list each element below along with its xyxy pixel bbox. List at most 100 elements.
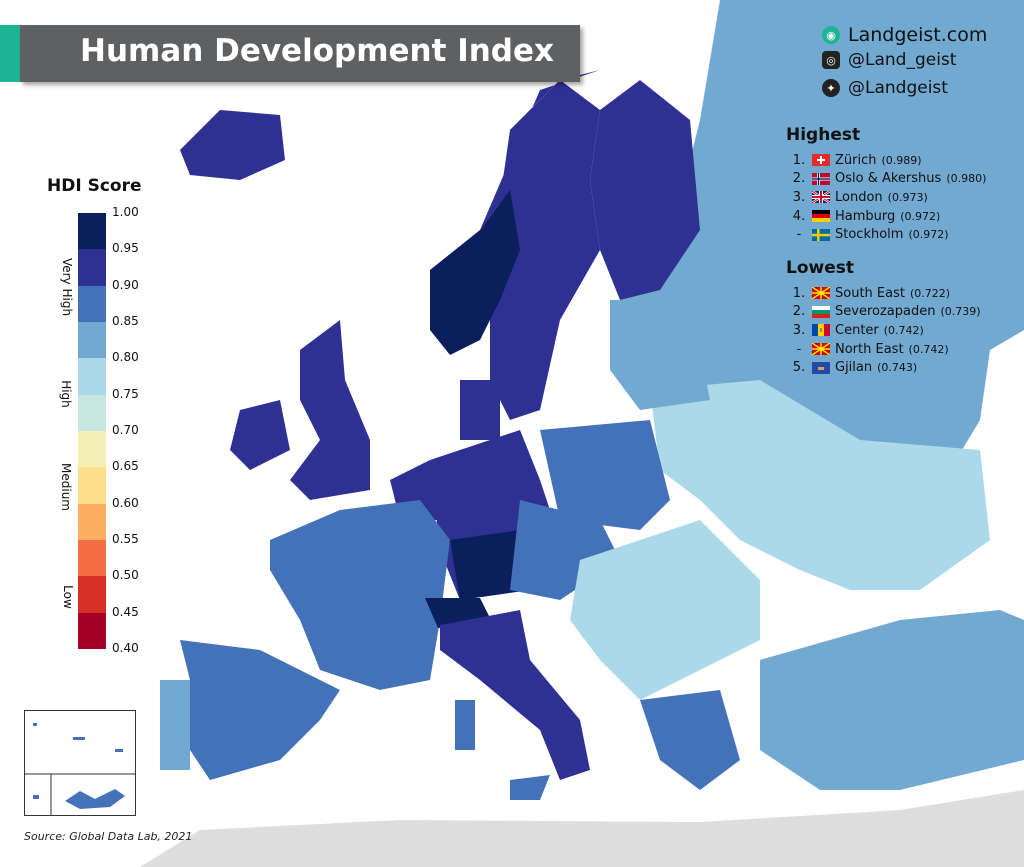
ranking-row: 4. Hamburg (0.972): [786, 207, 986, 226]
hdi-value: (0.972): [900, 209, 941, 223]
rank: 1.: [792, 285, 806, 301]
ranking-row: 2. Severozapaden (0.739): [786, 303, 981, 322]
band-high: High: [58, 380, 73, 408]
region-finland: [590, 80, 700, 300]
inset-map: [25, 723, 135, 815]
website-link[interactable]: ◉ Landgeist.com: [822, 24, 987, 46]
legend-swatch: [78, 503, 106, 540]
legend-color-bar: [78, 213, 106, 649]
legend-tick-label: 0.45: [112, 604, 139, 619]
region-spain: [180, 640, 340, 780]
title-banner: Human Development Index: [0, 25, 580, 82]
legend-tick-label: 0.95: [112, 241, 139, 256]
band-very-high: Very High: [60, 257, 75, 317]
highest-list: Highest 1. Zürich (0.989) 2. Oslo & Akershus…: [786, 125, 986, 244]
ranking-row: 3. Center (0.742): [786, 321, 981, 340]
legend-tick-label: 0.80: [112, 350, 139, 365]
legend-tick-label: 0.60: [112, 495, 139, 510]
band-medium: Medium: [58, 463, 73, 511]
region-italy: [440, 610, 590, 780]
legend-swatch: [78, 358, 106, 395]
rank: 1.: [792, 152, 806, 168]
flag-norway-icon: [812, 172, 830, 185]
flag-germany-icon: [812, 210, 830, 223]
hdi-value: (0.743): [877, 361, 918, 375]
rank: -: [796, 341, 802, 357]
lowest-title: Lowest: [786, 258, 854, 278]
hdi-value: (0.739): [940, 305, 981, 319]
legend-swatch: [78, 539, 106, 577]
region-name: South East: [835, 285, 905, 301]
legend-swatch: [78, 430, 106, 468]
flag-moldova-icon: [812, 324, 830, 337]
hdi-value: (0.742): [883, 323, 924, 337]
rank: 2.: [792, 171, 806, 187]
legend-swatch: [78, 213, 106, 250]
globe-logo-icon: ◉: [822, 26, 840, 44]
region-baltics: [610, 300, 710, 410]
legend-swatch: [78, 612, 106, 649]
flag-north-macedonia-icon: [811, 286, 831, 300]
twitter-link[interactable]: ✦ @Landgeist: [822, 78, 948, 98]
rank: 5.: [792, 360, 806, 376]
legend-tick-label: 0.40: [112, 640, 139, 655]
website-text: Landgeist.com: [848, 24, 988, 46]
rank: 2.: [792, 304, 806, 320]
region-name: London: [835, 189, 883, 205]
legend-title: HDI Score: [47, 176, 142, 196]
region-france: [270, 500, 450, 690]
ranking-row: - Stockholm (0.972): [786, 225, 986, 244]
rank: 4.: [792, 208, 806, 224]
region-greece: [640, 690, 740, 790]
legend-swatch: [78, 249, 106, 286]
region-portugal: [160, 680, 190, 770]
region-name: Center: [835, 322, 879, 338]
inset-map-canary-azores: [24, 710, 136, 816]
rank: -: [796, 227, 802, 243]
region-ukraine-belarus: [650, 380, 990, 590]
legend-tick-label: 0.65: [112, 459, 139, 474]
hdi-value: (0.722): [909, 286, 951, 300]
region-name: Gjilan: [835, 360, 873, 376]
region-sicily: [510, 775, 550, 800]
hdi-value: (0.989): [881, 153, 922, 167]
twitter-icon: ✦: [822, 79, 840, 97]
region-name: Severozapaden: [835, 304, 936, 320]
ranking-row: 3. London (0.973): [786, 188, 986, 207]
highest-title: Highest: [786, 125, 861, 145]
legend-tick-label: 1.00: [112, 205, 139, 219]
lowest-list: Lowest 1. South East (0.722) 2. Severozapade…: [786, 258, 981, 377]
region-sardinia: [455, 700, 475, 750]
flag-switzerland-icon: [812, 154, 830, 167]
accent-strip: [0, 25, 20, 82]
region-name: Oslo & Akershus: [835, 171, 942, 187]
band-low: Low: [60, 585, 75, 609]
ranking-row: 2. Oslo & Akershus (0.980): [786, 170, 987, 189]
legend-tick-label: 0.70: [112, 422, 139, 437]
legend-tick-label: 0.90: [112, 277, 139, 292]
legend-swatch: [78, 467, 106, 504]
region-ireland: [230, 400, 290, 470]
instagram-link[interactable]: ◎ @Land_geist: [822, 50, 956, 70]
instagram-handle: @Land_geist: [848, 50, 957, 70]
hdi-value: (0.973): [887, 190, 928, 204]
ranking-row: - North East (0.742): [786, 340, 981, 359]
region-name: Hamburg: [835, 208, 896, 224]
region-iceland: [180, 110, 285, 180]
region-germany-south: [450, 530, 530, 600]
page-title: Human Development Index: [80, 33, 555, 69]
flag-kosovo-icon: [812, 361, 830, 374]
region-name: Stockholm: [835, 227, 904, 243]
legend-tick-label: 0.50: [112, 568, 139, 583]
legend-tick-label: 0.75: [112, 386, 139, 401]
rank: 3.: [792, 189, 806, 205]
flag-sweden-icon: [812, 228, 830, 241]
region-poland: [540, 420, 670, 530]
hdi-value: (0.972): [908, 228, 949, 242]
ranking-row: 5. Gjilan (0.743): [786, 358, 981, 377]
region-balkans-romania: [570, 520, 760, 700]
region-uk: [290, 320, 370, 500]
ranking-row: 1. South East (0.722): [786, 284, 981, 303]
region-name: North East: [835, 341, 904, 357]
